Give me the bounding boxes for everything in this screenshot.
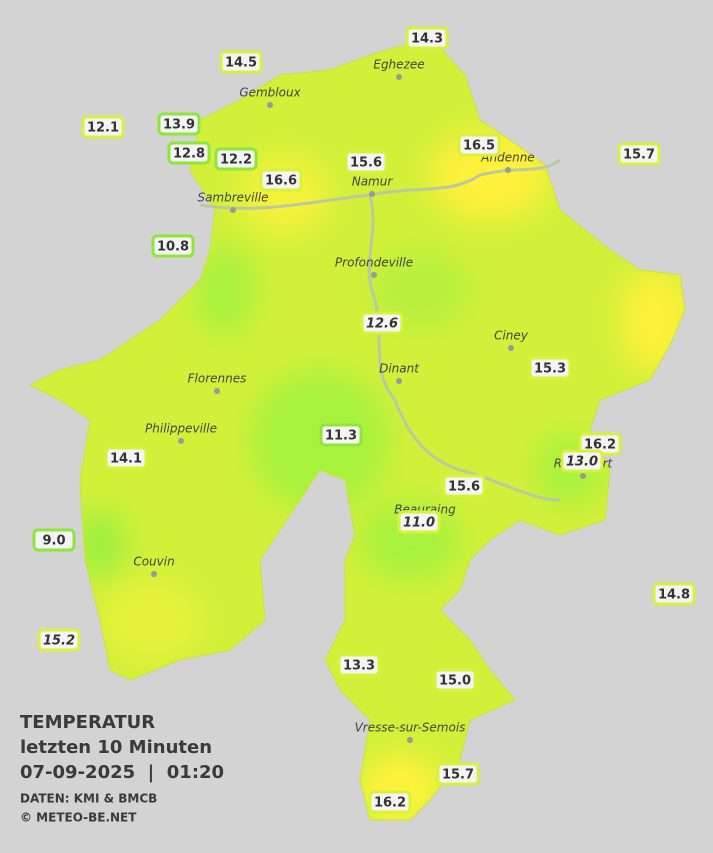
station-value: 12.1 [87,121,119,136]
city-dot [267,102,273,108]
station-box [433,668,477,692]
city-dot [508,345,514,351]
legend-source: DATEN: KMI & BMCB [20,792,157,806]
station-value: 16.6 [265,174,297,189]
station-value: 15.2 [43,634,75,649]
station-value: 15.0 [439,674,471,689]
station-value: 16.2 [584,438,616,453]
station-box [617,142,661,166]
station-box [528,356,572,380]
station-value: 15.7 [623,148,655,163]
city-dot [407,737,413,743]
city-dot [505,167,511,173]
station-box [167,141,211,165]
station-box [319,423,363,447]
station-value: 10.8 [157,240,189,255]
city-dot [151,571,157,577]
station-box [360,311,404,335]
station-box [81,115,125,139]
station-value: 12.8 [173,147,205,162]
station-box [405,26,449,50]
station-value: 14.3 [411,32,443,47]
station-value: 16.5 [463,139,495,154]
city-name: Profondeville [335,256,413,270]
station-value: 16.2 [374,796,406,811]
city-dot [178,438,184,444]
station-box [214,147,258,171]
station-box [104,446,148,470]
station-box [436,762,480,786]
legend-title: TEMPERATUR [20,712,155,733]
station-value: 11.0 [403,516,435,531]
station-value: 14.1 [110,452,142,467]
city-name: Vresse-sur-Semois [355,721,466,735]
legend-period: letzten 10 Minuten [20,737,212,758]
station-box [368,790,412,814]
station-box [344,150,388,174]
station-box [442,474,486,498]
city-dot [371,272,377,278]
city-dot [580,473,586,479]
station-box [219,50,263,74]
city-dot [396,74,402,80]
river [199,158,561,502]
legend-datetime: 07-09-2025 | 01:20 [20,762,224,783]
city-dot [214,388,220,394]
station-box [259,168,303,192]
city-name: Couvin [133,555,174,569]
city-name: Eghezee [373,58,424,72]
station-box [157,112,201,136]
city-name: Florennes [188,372,247,386]
station-box [652,582,696,606]
station-value: 14.8 [658,588,690,603]
station-box [560,449,604,473]
city-name: Gembloux [239,86,301,100]
station-value: 9.0 [42,534,65,549]
station-value: 13.3 [343,659,375,674]
legend: TEMPERATUR letzten 10 Minuten 07-09-2025… [20,712,224,825]
city-dot [230,207,236,213]
station-value: 11.3 [325,429,357,444]
city-dot [369,191,375,197]
station-value: 14.5 [225,56,257,71]
city-name: Dinant [379,362,420,376]
city-name: Philippeville [145,422,217,436]
station-value: 12.6 [366,317,398,332]
station-value: 15.3 [534,362,566,377]
station-box [457,133,501,157]
legend-copyright: © METEO-BE.NET [20,811,137,825]
city-name: Ciney [494,329,529,343]
station-box [151,234,195,258]
station-value: 13.9 [163,118,195,133]
station-value: 15.6 [350,156,382,171]
city-name: Sambreville [197,191,268,205]
station-box [337,653,381,677]
labels: EghezeeGemblouxAndenneNamurSambrevillePr… [32,26,696,814]
station-box [37,628,81,652]
station-value: 12.2 [220,153,252,168]
station-value: 13.0 [566,455,598,470]
station-value: 15.7 [442,768,474,783]
station-box [397,510,441,534]
station-value: 15.6 [448,480,480,495]
city-name: Namur [352,175,394,189]
city-dot [396,378,402,384]
station-box [32,528,76,552]
